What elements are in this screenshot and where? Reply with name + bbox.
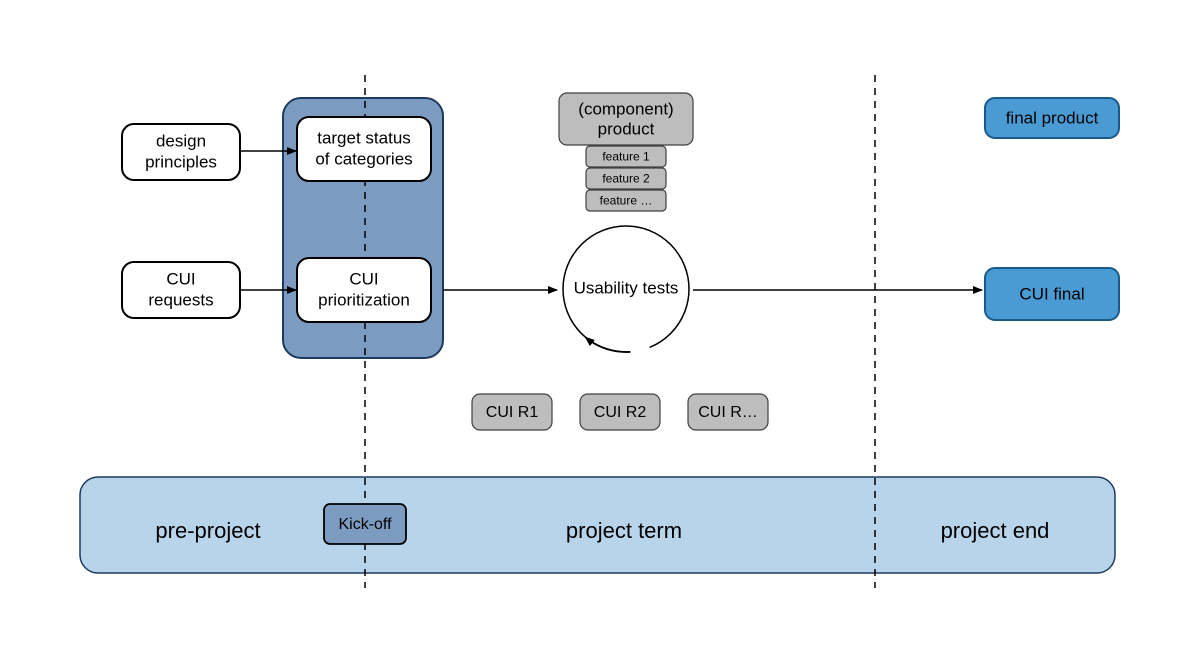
svg-text:requests: requests: [148, 290, 213, 309]
svg-text:product: product: [598, 119, 655, 138]
process-flowchart: design principles target status of categori…: [0, 0, 1184, 665]
svg-text:project term: project term: [566, 518, 682, 543]
svg-text:CUI R…: CUI R…: [698, 404, 758, 421]
svg-text:CUI R2: CUI R2: [594, 404, 647, 421]
svg-text:project end: project end: [941, 518, 1050, 543]
svg-text:feature 2: feature 2: [602, 172, 650, 186]
svg-text:CUI: CUI: [349, 269, 378, 288]
svg-text:CUI final: CUI final: [1019, 284, 1084, 303]
svg-text:Usability tests: Usability tests: [574, 278, 679, 297]
svg-text:prioritization: prioritization: [318, 290, 410, 309]
svg-text:CUI: CUI: [166, 269, 195, 288]
svg-text:CUI R1: CUI R1: [486, 404, 539, 421]
svg-text:of categories: of categories: [315, 149, 412, 168]
svg-text:pre-project: pre-project: [155, 518, 260, 543]
svg-text:feature 1: feature 1: [602, 150, 650, 164]
svg-text:(component): (component): [578, 99, 673, 118]
svg-text:design: design: [156, 131, 206, 150]
svg-text:target status: target status: [317, 128, 411, 147]
svg-text:feature …: feature …: [600, 194, 653, 208]
svg-text:principles: principles: [145, 152, 217, 171]
svg-text:final product: final product: [1006, 108, 1099, 127]
svg-text:Kick-off: Kick-off: [338, 516, 392, 533]
